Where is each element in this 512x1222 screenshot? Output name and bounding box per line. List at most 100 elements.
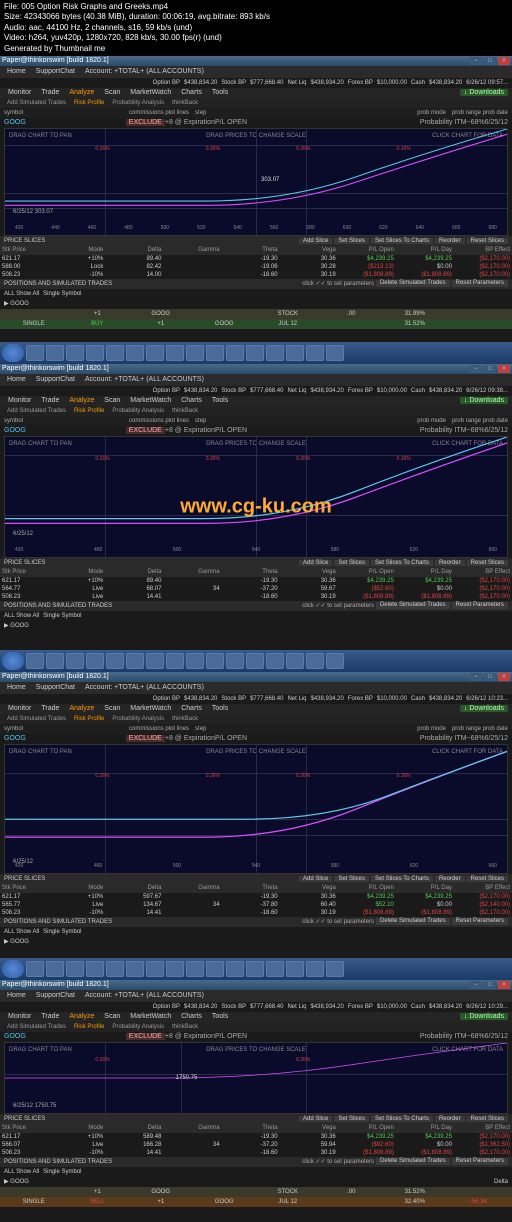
task-icon[interactable] xyxy=(226,345,244,361)
task-icon[interactable] xyxy=(66,961,84,977)
filter-symbol[interactable]: Single Symbol xyxy=(43,291,81,297)
task-icon[interactable] xyxy=(86,345,104,361)
delete-trades-button[interactable]: Delete Simulated Trades xyxy=(376,602,450,609)
symbol-expand[interactable]: ▶ GOOG xyxy=(4,300,29,307)
filter-symbol[interactable]: Single Symbol xyxy=(43,613,81,619)
subtab-thinkback[interactable]: thinkBack xyxy=(169,408,201,414)
tab-tools[interactable]: Tools xyxy=(208,89,232,96)
tab-monitor[interactable]: Monitor xyxy=(4,705,35,712)
symbol-input[interactable]: GOOG xyxy=(4,119,26,126)
subtab-simulated[interactable]: Add Simulated Trades xyxy=(4,100,69,106)
task-icon[interactable] xyxy=(126,653,144,669)
tab-charts[interactable]: Charts xyxy=(177,89,206,96)
tab-trade[interactable]: Trade xyxy=(37,397,63,404)
task-icon[interactable] xyxy=(46,345,64,361)
table-row[interactable]: 508.23 -10% 14.41 -18.60 30.19 ($1,808.8… xyxy=(0,909,512,917)
task-icon[interactable] xyxy=(246,345,264,361)
expiry-select[interactable]: +8 @ Expiration xyxy=(165,1033,215,1040)
task-icon[interactable] xyxy=(186,961,204,977)
account-menu[interactable]: Account: +TOTAL+ (ALL ACCOUNTS) xyxy=(82,684,207,691)
download-button[interactable]: ↓ Downloads xyxy=(460,89,508,96)
symbol-expand[interactable]: ▶ GOOG xyxy=(4,1178,29,1185)
task-icon[interactable] xyxy=(66,345,84,361)
home-menu[interactable]: Home xyxy=(4,684,29,691)
goog-row[interactable]: ▶ GOOG xyxy=(0,937,512,947)
subtab-simulated[interactable]: Add Simulated Trades xyxy=(4,716,69,722)
task-icon[interactable] xyxy=(106,961,124,977)
task-icon[interactable] xyxy=(146,653,164,669)
task-icon[interactable] xyxy=(326,345,344,361)
filter-symbol[interactable]: Single Symbol xyxy=(43,929,81,935)
risk-chart[interactable]: DRAG CHART TO PAN DRAG PRICES TO CHANGE … xyxy=(4,1042,508,1114)
delete-trades-button[interactable]: Delete Simulated Trades xyxy=(376,1158,450,1165)
download-button[interactable]: ↓ Downloads xyxy=(460,397,508,404)
tab-tools[interactable]: Tools xyxy=(208,1013,232,1020)
task-icon[interactable] xyxy=(306,345,324,361)
minimize-button[interactable]: − xyxy=(470,365,482,373)
reset-slices-button[interactable]: Reset Slices xyxy=(467,876,508,882)
symbol-expand[interactable]: ▶ GOOG xyxy=(4,622,29,629)
close-button[interactable]: × xyxy=(498,365,510,373)
task-icon[interactable] xyxy=(26,345,44,361)
task-icon[interactable] xyxy=(226,653,244,669)
tab-charts[interactable]: Charts xyxy=(177,705,206,712)
expiry-select[interactable]: +8 @ Expiration xyxy=(165,735,215,742)
task-icon[interactable] xyxy=(126,961,144,977)
tab-analyze[interactable]: Analyze xyxy=(65,397,98,404)
reset-params-button[interactable]: Reset Parameters xyxy=(452,1158,508,1165)
table-row[interactable]: 621.17 +10% 597.67 -19.30 30.36 $4,239.2… xyxy=(0,893,512,901)
expiry-select[interactable]: +8 @ Expiration xyxy=(165,427,215,434)
tab-scan[interactable]: Scan xyxy=(100,705,124,712)
slices-charts-button[interactable]: Set Slices To Charts xyxy=(371,238,433,244)
set-slices-button[interactable]: Set Slices xyxy=(334,1116,369,1122)
task-icon[interactable] xyxy=(186,345,204,361)
table-row[interactable]: 565.77 Live 134.67 34 -37.80 60.40 $52.1… xyxy=(0,901,512,909)
start-button[interactable] xyxy=(2,344,24,362)
start-button[interactable] xyxy=(2,960,24,978)
task-icon[interactable] xyxy=(146,961,164,977)
maximize-button[interactable]: □ xyxy=(484,981,496,989)
symbol-expand[interactable]: ▶ GOOG xyxy=(4,938,29,945)
pl-select[interactable]: P/L OPEN xyxy=(215,735,247,742)
subtab-probability[interactable]: Probability Analysis xyxy=(109,408,167,414)
task-icon[interactable] xyxy=(166,345,184,361)
reset-slices-button[interactable]: Reset Slices xyxy=(467,238,508,244)
reset-params-button[interactable]: Reset Parameters xyxy=(452,280,508,287)
filter-all[interactable]: ALL Show All xyxy=(4,291,39,297)
tab-tools[interactable]: Tools xyxy=(208,397,232,404)
table-row[interactable]: 564.77 Live 68.07 34 -37.20 59.67 ($52.6… xyxy=(0,585,512,593)
task-icon[interactable] xyxy=(206,345,224,361)
subtab-risk[interactable]: Risk Profile xyxy=(71,100,107,106)
set-slices-button[interactable]: Set Slices xyxy=(334,560,369,566)
minimize-button[interactable]: − xyxy=(470,673,482,681)
filter-all[interactable]: ALL Show All xyxy=(4,929,39,935)
risk-chart[interactable]: DRAG CHART TO PAN DRAG PRICES TO CHANGE … xyxy=(4,436,508,558)
task-icon[interactable] xyxy=(286,653,304,669)
subtab-simulated[interactable]: Add Simulated Trades xyxy=(4,1024,69,1030)
task-icon[interactable] xyxy=(306,961,324,977)
add-slice-button[interactable]: Add Slice xyxy=(299,238,332,244)
task-icon[interactable] xyxy=(26,961,44,977)
support-menu[interactable]: SupportChat xyxy=(33,992,78,999)
risk-chart[interactable]: DRAG CHART TO PAN DRAG PRICES TO CHANGE … xyxy=(4,128,508,236)
reset-slices-button[interactable]: Reset Slices xyxy=(467,1116,508,1122)
risk-chart[interactable]: DRAG CHART TO PAN DRAG PRICES TO CHANGE … xyxy=(4,744,508,874)
tab-analyze[interactable]: Analyze xyxy=(65,89,98,96)
home-menu[interactable]: Home xyxy=(4,992,29,999)
task-icon[interactable] xyxy=(46,653,64,669)
task-icon[interactable] xyxy=(326,653,344,669)
slices-charts-button[interactable]: Set Slices To Charts xyxy=(371,876,433,882)
tab-monitor[interactable]: Monitor xyxy=(4,89,35,96)
subtab-risk[interactable]: Risk Profile xyxy=(71,408,107,414)
table-row[interactable]: 508.23 Live 14.41 -18.60 30.19 ($1,808.8… xyxy=(0,593,512,601)
task-icon[interactable] xyxy=(226,961,244,977)
add-slice-button[interactable]: Add Slice xyxy=(299,1116,332,1122)
subtab-risk[interactable]: Risk Profile xyxy=(71,1024,107,1030)
task-icon[interactable] xyxy=(46,961,64,977)
subtab-probability[interactable]: Probability Analysis xyxy=(109,100,167,106)
filter-all[interactable]: ALL Show All xyxy=(4,1169,39,1175)
support-menu[interactable]: SupportChat xyxy=(33,68,78,75)
download-button[interactable]: ↓ Downloads xyxy=(460,1013,508,1020)
pl-select[interactable]: P/L OPEN xyxy=(215,119,247,126)
tab-marketwatch[interactable]: MarketWatch xyxy=(126,705,175,712)
